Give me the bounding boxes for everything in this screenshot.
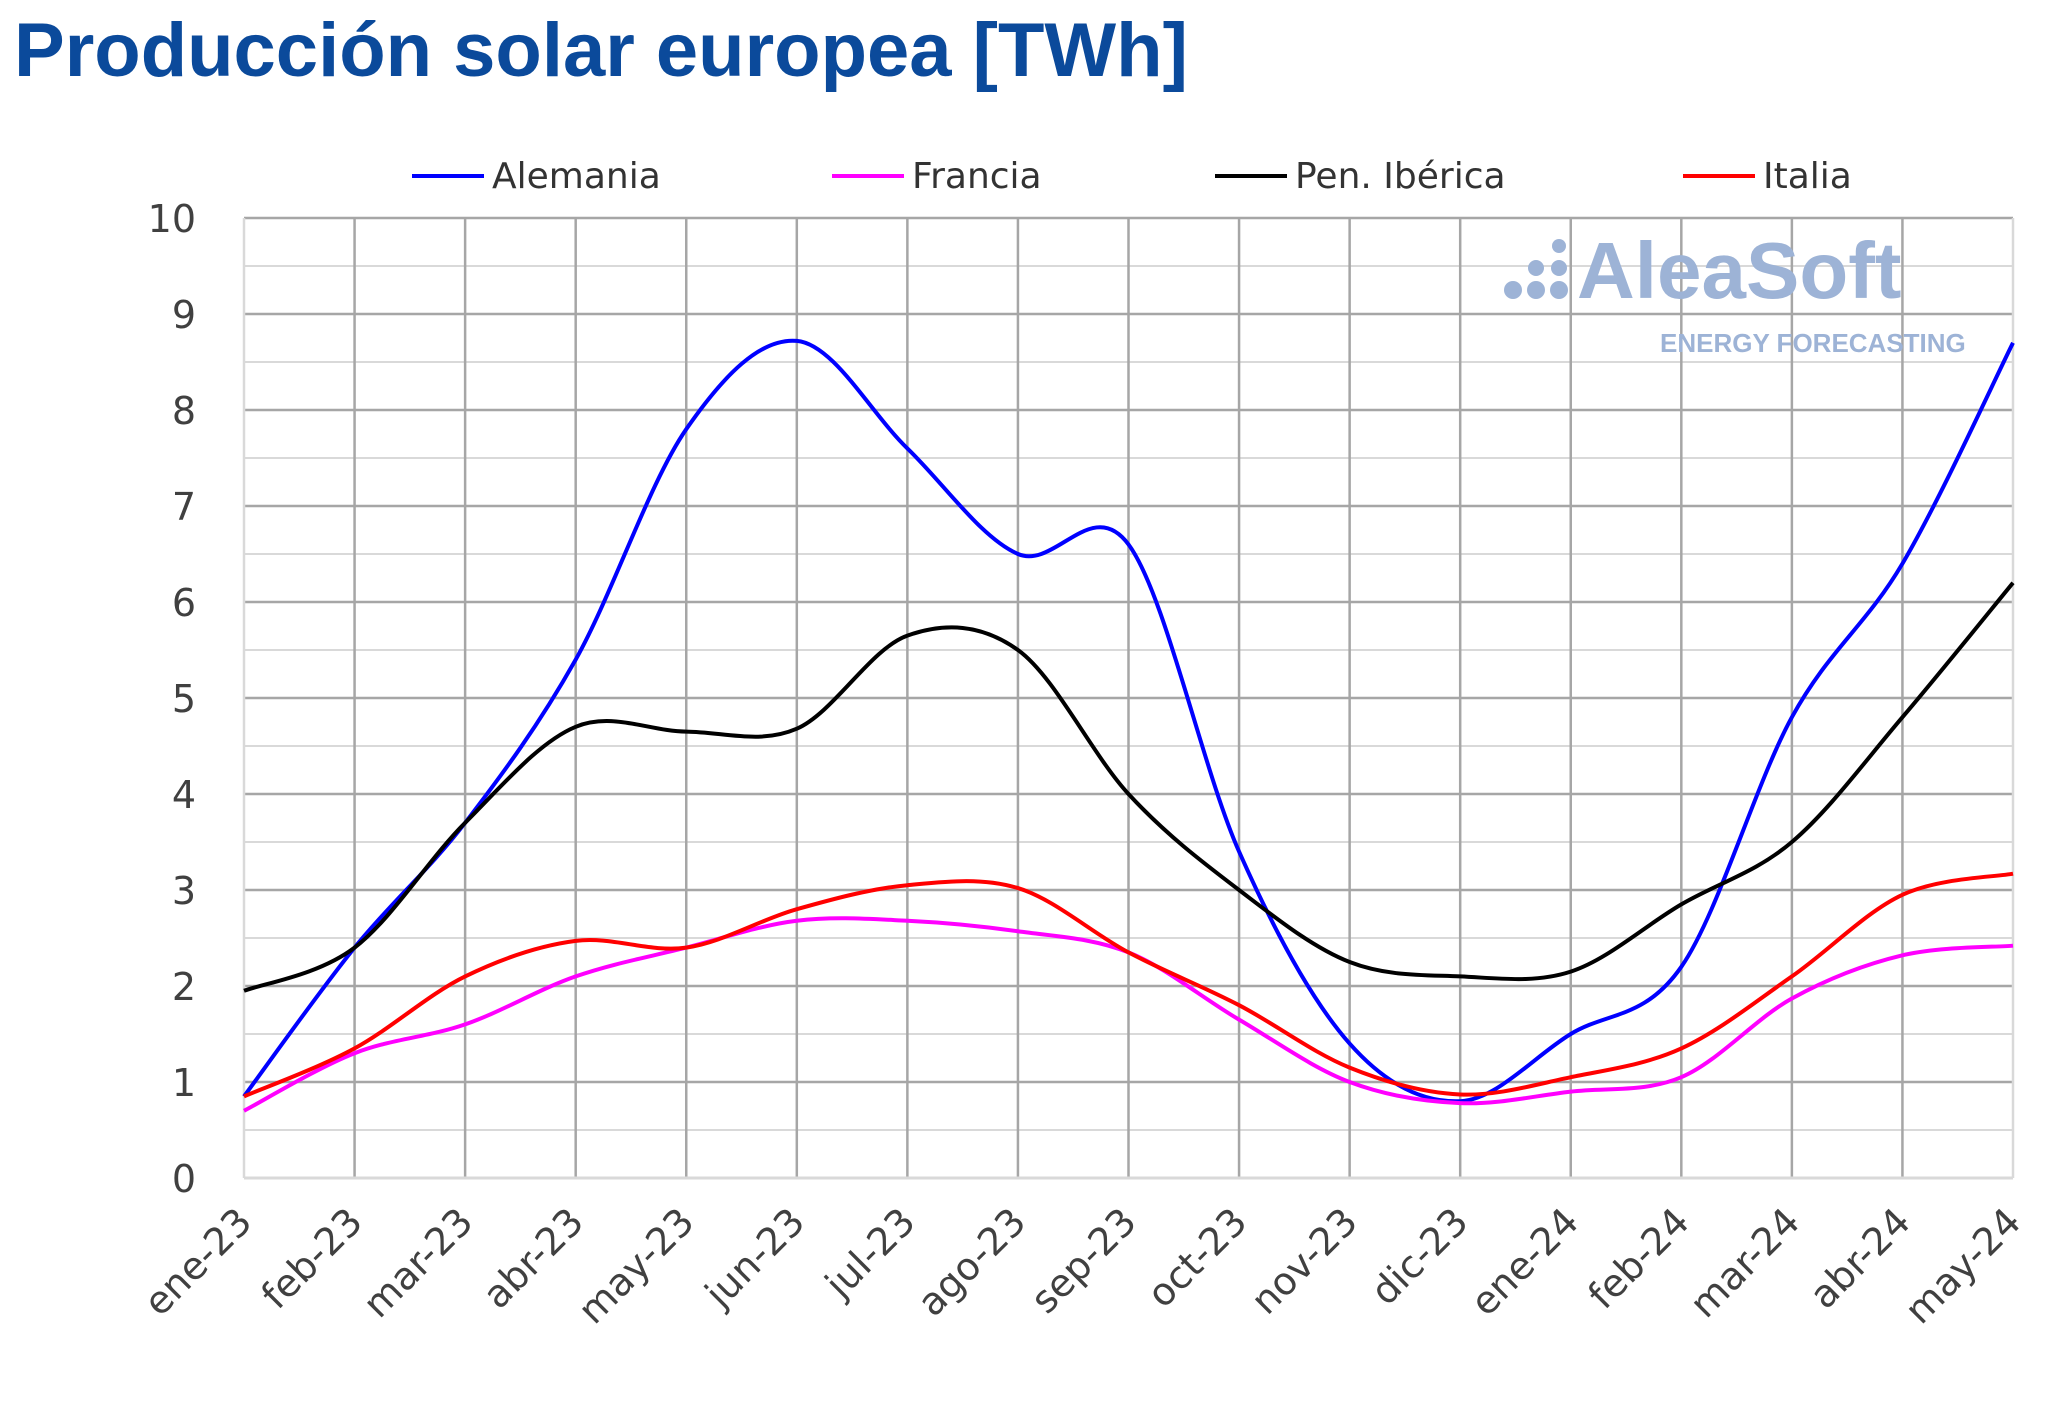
legend-label: Francia [912, 156, 1042, 197]
x-tick-label: mar-23 [355, 1199, 482, 1326]
logo-dot [1552, 239, 1566, 253]
chart-title: Producción solar europea [TWh] [14, 8, 1188, 93]
x-tick-label: ago-23 [909, 1199, 1034, 1324]
y-tick-label: 8 [172, 389, 196, 433]
logo-dot [1527, 281, 1545, 299]
logo-dot [1528, 260, 1544, 276]
series-line-alemania [242, 338, 2015, 1104]
logo-dot [1551, 260, 1567, 276]
logo-dot [1550, 281, 1568, 299]
logo-tagline-text: ENERGY FORECASTING [1660, 328, 1966, 358]
grid [242, 216, 2015, 1180]
y-tick-label: 4 [172, 773, 196, 817]
y-axis-ticks: 0 1 2 3 4 5 6 7 8 9 10 [148, 197, 196, 1201]
x-tick-label: oct-23 [1139, 1199, 1256, 1316]
y-tick-label: 5 [172, 677, 196, 721]
legend: Alemania Francia Pen. Ibérica Italia [412, 156, 1852, 197]
legend-label: Alemania [492, 156, 661, 197]
y-tick-label: 0 [172, 1157, 196, 1201]
x-tick-label: mar-24 [1681, 1199, 1808, 1326]
x-tick-label: sep-23 [1022, 1199, 1145, 1322]
y-tick-label: 2 [172, 965, 196, 1009]
y-tick-label: 7 [172, 485, 196, 529]
x-tick-label: jul-23 [816, 1199, 924, 1307]
x-tick-label: dic-23 [1362, 1199, 1476, 1313]
x-tick-label: jun-23 [696, 1199, 813, 1316]
legend-label: Pen. Ibérica [1295, 156, 1506, 197]
logo-brand-text: AleaSoft [1577, 226, 1902, 315]
series-line-italia [243, 871, 2014, 1099]
logo-dot [1504, 281, 1522, 299]
x-tick-label: may-23 [570, 1199, 703, 1332]
legend-label: Italia [1763, 156, 1852, 197]
series-line-pen-ib-rica [243, 581, 2015, 993]
y-tick-label: 1 [172, 1061, 196, 1105]
y-tick-label: 3 [172, 869, 196, 913]
x-tick-label: ene-24 [1462, 1199, 1587, 1324]
y-tick-label: 6 [172, 581, 196, 625]
x-tick-label: feb-23 [253, 1199, 371, 1317]
aleasoft-logo-watermark: AleaSoft ENERGY FORECASTING [1504, 226, 1966, 358]
x-tick-label: ene-23 [135, 1199, 260, 1324]
series-lines [242, 338, 2015, 1113]
y-tick-label: 10 [148, 197, 196, 241]
x-tick-label: nov-23 [1242, 1199, 1366, 1323]
y-tick-label: 9 [172, 293, 196, 337]
x-tick-label: feb-24 [1580, 1199, 1698, 1317]
x-tick-label: may-24 [1896, 1199, 2029, 1332]
